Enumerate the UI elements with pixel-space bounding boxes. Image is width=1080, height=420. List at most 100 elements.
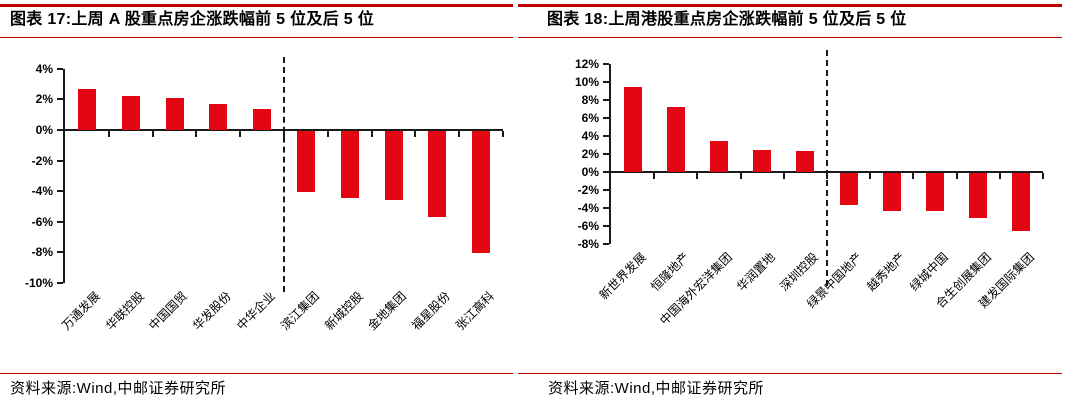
x-tick: [414, 131, 417, 137]
bar-10: [472, 131, 491, 254]
y-tick: [603, 243, 609, 245]
title-bottom-rule: [518, 37, 1062, 38]
y-axis-line: [609, 64, 611, 244]
source-note-17: 资料来源:Wind,中邮证券研究所: [10, 380, 227, 397]
footer-rule: [0, 373, 513, 374]
figure-panel-17: 图表 17:上周 A 股重点房企涨跌幅前 5 位及后 5 位 4% 2% 0% -2%…: [0, 0, 513, 420]
bar-2: [666, 107, 685, 172]
y-tick-label: 8%: [581, 93, 599, 107]
y-tick: [57, 282, 63, 284]
x-axis-label: 深圳控股: [777, 250, 822, 294]
x-axis-label: 万通发展: [58, 289, 103, 333]
y-tick-label: -6%: [31, 214, 53, 229]
bar-1: [77, 88, 96, 130]
source-note-18: 资料来源:Wind,中邮证券研究所: [548, 380, 765, 397]
bar-1: [623, 87, 642, 172]
y-tick-label: 0%: [35, 123, 53, 137]
figure-title-18: 图表 18:上周港股重点房企涨跌幅前 5 位及后 5 位: [547, 11, 907, 28]
y-tick-label: 2%: [581, 147, 599, 161]
bar-4: [209, 103, 228, 130]
x-tick: [239, 131, 242, 137]
x-axis-label: 华联控股: [102, 289, 147, 333]
separator-dashed-line: [826, 50, 828, 286]
y-tick: [603, 189, 609, 191]
y-tick-label: 4%: [581, 129, 599, 143]
bar-5: [253, 108, 272, 130]
x-tick: [458, 131, 461, 137]
x-axis-label: 恒隆地产: [647, 250, 692, 294]
x-axis-label: 新世界发展: [596, 250, 649, 303]
bar-8: [926, 173, 944, 211]
x-tick: [151, 131, 154, 137]
x-tick: [326, 131, 329, 137]
y-tick-label: 6%: [581, 111, 599, 125]
x-tick: [1042, 173, 1044, 179]
y-tick: [603, 117, 609, 119]
bar-4: [753, 150, 772, 172]
bar-6: [296, 131, 315, 193]
y-axis-line: [63, 68, 65, 283]
y-tick-label: -4%: [577, 201, 599, 215]
x-axis-label: 华发股份: [190, 289, 235, 333]
y-tick: [603, 225, 609, 227]
y-tick: [603, 171, 609, 173]
x-axis-label: 张江高科: [453, 289, 498, 333]
title-bottom-rule: [0, 37, 513, 38]
x-axis-label: 华润置地: [734, 250, 779, 294]
x-tick: [107, 131, 110, 137]
bar-7: [882, 173, 901, 211]
bar-8: [384, 131, 403, 200]
x-tick: [696, 173, 699, 179]
x-tick: [912, 173, 915, 179]
footer-rule: [518, 373, 1062, 374]
x-tick: [370, 131, 373, 137]
y-tick: [57, 251, 63, 254]
y-tick-label: 2%: [35, 92, 53, 107]
y-tick: [603, 207, 609, 209]
x-axis-label: 新城控股: [321, 289, 366, 333]
y-tick: [603, 153, 609, 155]
bar-9: [428, 131, 447, 217]
x-tick: [998, 173, 1001, 179]
y-tick: [57, 67, 63, 70]
x-tick: [782, 173, 785, 179]
x-tick: [653, 173, 656, 179]
y-tick-label: 10%: [574, 75, 599, 89]
separator-dashed-line: [283, 57, 285, 292]
x-tick: [195, 131, 198, 137]
figure-panel-18: 图表 18:上周港股重点房企涨跌幅前 5 位及后 5 位 12% 10% 8% 6% 4…: [518, 0, 1062, 420]
bar-7: [340, 131, 359, 199]
y-tick-label: 4%: [35, 61, 53, 76]
x-tick: [869, 173, 872, 179]
y-tick-label: -8%: [31, 245, 53, 260]
x-tick: [955, 173, 958, 179]
x-tick: [739, 173, 742, 179]
x-axis-label: 越秀地产: [863, 250, 908, 294]
bar-chart-hk-shares: 12% 10% 8% 6% 4% 2% 0% -2% -4% -6% -8% 新世界发展 恒隆地产 中国海…: [518, 0, 1062, 420]
y-tick: [603, 135, 609, 137]
bar-10: [1012, 173, 1031, 231]
x-axis-label: 福星股份: [409, 289, 454, 333]
y-tick-label: 0%: [581, 165, 599, 179]
y-tick-label: 12%: [574, 57, 599, 71]
y-tick: [57, 190, 63, 193]
bar-3: [165, 97, 184, 130]
y-tick-label: -2%: [577, 183, 599, 197]
x-axis-label: 中华企业: [234, 289, 279, 333]
y-tick: [603, 81, 609, 83]
y-tick-label: -6%: [577, 219, 599, 233]
y-tick: [57, 159, 63, 162]
bar-3: [710, 140, 728, 172]
y-tick: [603, 63, 609, 65]
x-axis-label: 中国国贸: [146, 289, 191, 333]
y-tick: [57, 220, 63, 223]
y-tick-label: -2%: [31, 153, 53, 168]
title-top-rule: [518, 4, 1062, 7]
y-tick-label: -4%: [31, 184, 53, 199]
bar-chart-a-shares: 4% 2% 0% -2% -4% -6% -8% -10% 万通发展 华联控股 中国国贸 华发股份 中华…: [0, 0, 513, 420]
x-axis-label: 金地集团: [365, 289, 410, 333]
y-tick-label: -10%: [24, 276, 53, 290]
y-tick: [57, 98, 63, 101]
bar-9: [969, 173, 988, 218]
